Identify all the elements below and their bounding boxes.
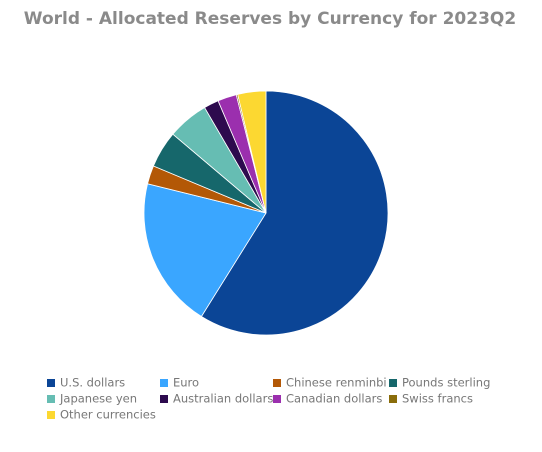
legend-label: Euro bbox=[173, 376, 199, 390]
legend-label: Japanese yen bbox=[59, 392, 137, 406]
legend-swatch bbox=[160, 379, 168, 387]
legend-swatch bbox=[389, 395, 397, 403]
legend-label: Australian dollars bbox=[173, 392, 273, 406]
legend-swatch bbox=[389, 379, 397, 387]
legend-label: Pounds sterling bbox=[402, 376, 490, 390]
legend-label: Other currencies bbox=[60, 408, 156, 422]
legend-swatch bbox=[273, 395, 281, 403]
pie-slice bbox=[237, 90, 267, 214]
chart-title: World - Allocated Reserves by Currency f… bbox=[24, 9, 516, 29]
legend-swatch bbox=[47, 395, 55, 403]
pie-slice bbox=[143, 183, 267, 318]
legend-label: Canadian dollars bbox=[286, 392, 382, 406]
legend-label: U.S. dollars bbox=[60, 376, 125, 390]
legend-swatch bbox=[47, 411, 55, 419]
pie-slice bbox=[200, 90, 389, 336]
legend-swatch bbox=[47, 379, 55, 387]
legend-swatch bbox=[160, 395, 168, 403]
legend-label: Swiss francs bbox=[402, 392, 473, 406]
legend-swatch bbox=[273, 379, 281, 387]
legend-label: Chinese renminbi bbox=[286, 376, 387, 390]
